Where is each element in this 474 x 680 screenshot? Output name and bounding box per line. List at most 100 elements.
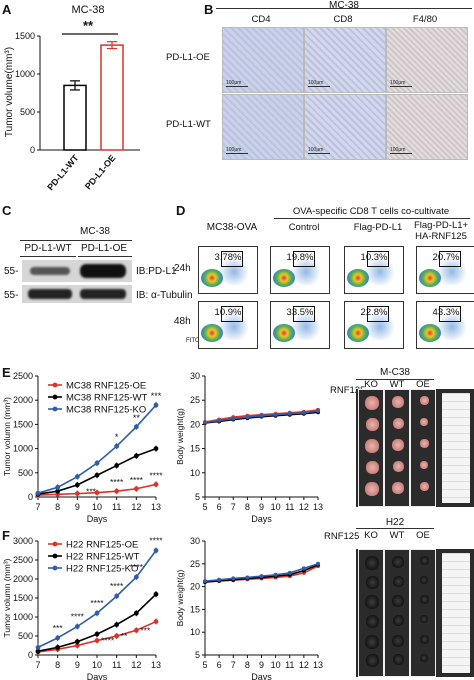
- legend-label: MC38 RNF125-OE: [66, 381, 146, 392]
- panel-c-title: MC-38: [79, 226, 110, 237]
- group-box: [410, 549, 436, 677]
- significance-red: ***: [86, 487, 97, 497]
- tumor: [392, 556, 404, 568]
- y-tick-label: 1000: [13, 612, 33, 622]
- facs-plot: 20.7%: [416, 246, 474, 294]
- group-label: WT: [389, 530, 405, 541]
- tumor: [392, 482, 404, 495]
- col-header-cd4: CD4: [251, 14, 271, 25]
- facs-gate: [439, 251, 461, 267]
- panel-a-ylabel: Tumor volume(mm³): [4, 47, 15, 137]
- x-tick-label: 7: [35, 502, 40, 512]
- tumor: [419, 439, 429, 449]
- tumor: [392, 595, 404, 608]
- y-tick-label: 500: [18, 468, 33, 478]
- tumor: [419, 556, 429, 565]
- ihc-image: 100μm: [222, 27, 304, 93]
- panel-b-title-line: [216, 8, 472, 9]
- facs-scatter: [363, 259, 397, 285]
- ihc-image: 100μm: [222, 94, 304, 160]
- significance-blue: *: [115, 432, 119, 442]
- tumor: [420, 417, 428, 426]
- data-point: [316, 408, 320, 413]
- marker-55-bottom: 55-: [4, 290, 19, 301]
- y-tick-label: 25: [190, 559, 200, 569]
- facs-scatter: [289, 259, 323, 285]
- y-tick-label: 15: [190, 604, 200, 614]
- y-tick-label: 15: [190, 444, 200, 454]
- facs-plot: 10.3%: [344, 246, 404, 294]
- tumor: [420, 654, 428, 663]
- facs-plot: 43.3%: [416, 301, 474, 349]
- significance-red: ****: [101, 636, 115, 646]
- tumor: [365, 575, 379, 589]
- x-tick-label: 9: [75, 502, 80, 512]
- data-point: [273, 412, 278, 417]
- tumor-photo: [356, 549, 474, 677]
- x-tick-label: 12: [131, 660, 141, 670]
- x-tick-label: 9: [259, 502, 264, 512]
- y-tick-label: 10: [190, 627, 200, 637]
- data-point: [245, 575, 250, 580]
- y-tick-label: 500: [18, 631, 33, 641]
- blot-tubulin: [22, 285, 132, 303]
- scale-bar-label: 100μm: [390, 147, 406, 153]
- row-label-48h: 48h: [174, 316, 191, 327]
- tumor: [392, 575, 404, 587]
- data-point: [203, 420, 207, 425]
- significance-red: ****: [149, 470, 163, 480]
- tumor: [419, 396, 429, 405]
- facs-gate: [367, 251, 389, 267]
- facs-axis-label: FITC: [186, 338, 200, 344]
- y-tick-label: 1500: [13, 419, 33, 429]
- y-tick-label: 0: [28, 492, 33, 502]
- ihc-image: 100μm: [304, 27, 386, 93]
- panel-f-photo-row-label: RNF125: [324, 531, 360, 542]
- tumor: [365, 615, 379, 628]
- ihc-image: 100μm: [386, 27, 468, 93]
- tumor: [365, 556, 379, 570]
- significance-blue: ***: [53, 623, 64, 633]
- scale-bar: [308, 86, 330, 87]
- scale-bar: [226, 86, 248, 87]
- data-point: [231, 416, 236, 421]
- x-tick-label: 11: [285, 502, 294, 512]
- data-point: [287, 411, 292, 416]
- lane-label-wt: PD-L1-WT: [24, 243, 72, 254]
- x-tick-label: 11: [285, 660, 294, 670]
- y-tick-label: 5: [195, 492, 200, 502]
- x-tick-label: 6: [217, 660, 222, 670]
- panel-d-group-header: OVA-specific CD8 T cells co-cultivate: [292, 206, 450, 217]
- tumor: [365, 482, 379, 497]
- panel-e-photo-row-label: RNF125: [330, 385, 366, 396]
- panel-d-group-line: [274, 218, 470, 219]
- facs-gate: [439, 306, 461, 322]
- facs-percent: 22.8%: [360, 307, 388, 318]
- tumor: [392, 417, 404, 429]
- x-tick-label: 5: [202, 660, 207, 670]
- legend-marker: [52, 565, 58, 571]
- panel-d-col-flag-ha: Flag-PD-L1+ HA-RNF125: [413, 220, 469, 242]
- panel-letter-d: D: [176, 203, 186, 218]
- scale-bar-label: 100μm: [226, 80, 242, 86]
- data-point: [231, 576, 236, 581]
- tumor: [365, 396, 379, 410]
- y-tick-label: 20: [190, 582, 200, 592]
- facs-percent: 10.9%: [214, 307, 242, 318]
- data-point: [316, 561, 320, 566]
- y-tick-label: 500: [20, 107, 35, 117]
- significance-red: ****: [110, 477, 124, 487]
- facs-gate: [293, 306, 315, 322]
- panel-f-photo-title-line: [356, 528, 434, 529]
- legend-marker: [52, 382, 58, 388]
- x-tick-label: 13: [151, 660, 161, 670]
- ruler: [442, 393, 470, 503]
- y-axis-label: Body weight(g): [175, 408, 185, 465]
- facs-gate: [221, 306, 243, 322]
- data-point: [287, 570, 292, 575]
- lane-label-oe: PD-L1-OE: [80, 243, 128, 254]
- x-tick-label: 10: [92, 660, 102, 670]
- y-tick-label: 20: [190, 419, 200, 429]
- x-axis-label: Days: [87, 514, 108, 524]
- tumor: [419, 482, 429, 492]
